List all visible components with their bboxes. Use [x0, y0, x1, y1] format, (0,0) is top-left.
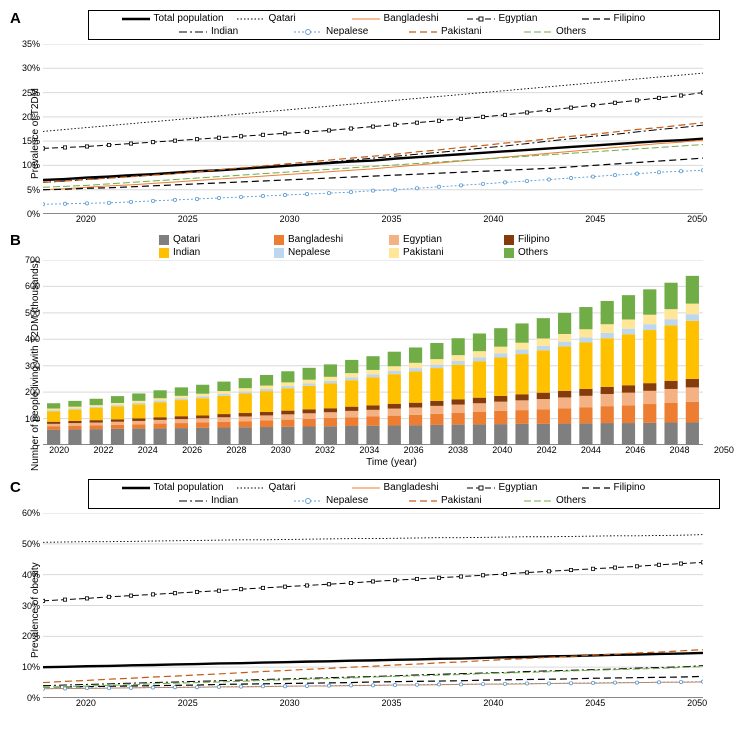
legend-item-others: Others	[524, 495, 629, 506]
legend-item-total: Total population	[122, 13, 227, 24]
legend-item-others: Others	[504, 247, 609, 258]
panel-b-xlabel: Time (year)	[43, 457, 740, 468]
legend-item-egyptian: Egyptian	[467, 13, 572, 24]
legend-item-bangladeshi: Bangladeshi	[352, 482, 457, 493]
legend-item-qatari: Qatari	[237, 482, 342, 493]
legend-item-pakistani: Pakistani	[409, 495, 514, 506]
legend-item-others: Others	[524, 26, 629, 37]
legend-item-qatari: Qatari	[159, 234, 264, 245]
panel-a-label: A	[10, 10, 21, 27]
panel-a: A Total population Qatari Bangladeshi Egypt…	[10, 10, 740, 224]
legend-item-indian: Indian	[159, 247, 264, 258]
legend-item-egyptian: Egyptian	[467, 482, 572, 493]
legend-item-pakistani: Pakistani	[389, 247, 494, 258]
legend-item-filipino: Filipino	[504, 234, 609, 245]
panel-b-plot: -100200300400500600700 20202022202420262…	[43, 260, 740, 471]
legend-item-total: Total population	[122, 482, 227, 493]
panel-c-label: C	[10, 479, 21, 496]
legend-item-nepalese: Nepalese	[294, 495, 399, 506]
panel-c-plot: 0%10%20%30%40%50%60% 2020202520302035204…	[43, 513, 740, 708]
panel-b-label: B	[10, 232, 21, 249]
legend-item-indian: Indian	[179, 26, 284, 37]
legend-item-qatari: Qatari	[237, 13, 342, 24]
legend-item-bangladeshi: Bangladeshi	[352, 13, 457, 24]
panel-c: C Total population Qatari Bangladeshi Egypt…	[10, 479, 740, 708]
legend-item-egyptian: Egyptian	[389, 234, 494, 245]
panel-b: B Qatari Bangladeshi Egyptian Filipino India…	[10, 232, 740, 471]
legend-item-filipino: Filipino	[582, 13, 687, 24]
legend-item-bangladeshi: Bangladeshi	[274, 234, 379, 245]
panel-c-legend: Total population Qatari Bangladeshi Egyptia…	[88, 479, 720, 509]
legend-item-nepalese: Nepalese	[294, 26, 399, 37]
panel-b-legend: Qatari Bangladeshi Egyptian Filipino Indian N…	[108, 232, 660, 260]
legend-item-nepalese: Nepalese	[274, 247, 379, 258]
panel-a-plot: 0%5%10%15%20%25%30%35% 20202025203020352…	[43, 44, 740, 224]
legend-item-pakistani: Pakistani	[409, 26, 514, 37]
legend-item-filipino: Filipino	[582, 482, 687, 493]
panel-a-legend: Total population Qatari Bangladeshi Egyptia…	[88, 10, 720, 40]
legend-item-indian: Indian	[179, 495, 284, 506]
